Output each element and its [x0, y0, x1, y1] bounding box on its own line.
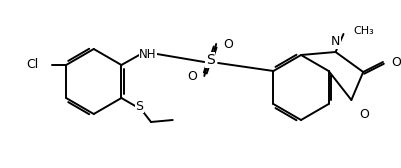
Text: N: N — [330, 35, 339, 48]
Text: O: O — [358, 108, 368, 121]
Text: S: S — [135, 99, 143, 113]
Text: O: O — [187, 70, 197, 82]
Text: O: O — [390, 55, 400, 69]
Text: NH: NH — [139, 49, 156, 61]
Text: Cl: Cl — [26, 58, 38, 72]
Text: CH₃: CH₃ — [352, 26, 373, 36]
Text: O: O — [223, 37, 232, 51]
Text: S: S — [205, 53, 214, 67]
